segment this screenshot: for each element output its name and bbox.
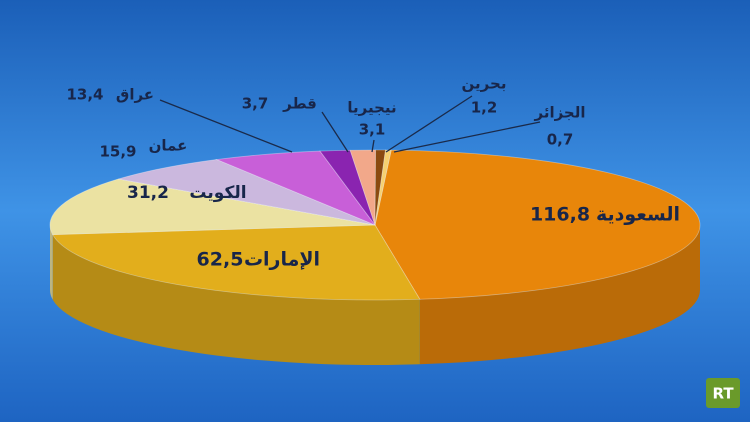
value-label: 13,4 <box>66 86 103 104</box>
slice <box>49 178 376 236</box>
logo: RT <box>712 385 734 403</box>
category-label: عراق <box>116 86 154 104</box>
category-label: الإمارات <box>244 249 320 271</box>
value-label: 3,7 <box>242 95 269 113</box>
value-label: 31,2 <box>127 183 169 203</box>
slice-side <box>419 225 701 365</box>
value-label: 62,5 <box>197 249 244 271</box>
category-label: بحرين <box>462 75 507 93</box>
pie-sides <box>50 225 701 365</box>
slice <box>319 149 376 226</box>
category-label: قطر <box>282 95 317 113</box>
slice <box>118 159 376 226</box>
category-label: عمان <box>149 137 188 155</box>
category-label: نيجيريا <box>347 99 396 117</box>
category-label: الكويت <box>189 183 246 203</box>
value-label: 0,7 <box>547 131 574 149</box>
leader-line <box>321 111 349 153</box>
logo-box <box>706 378 740 408</box>
pie-tops <box>49 149 701 301</box>
slice <box>349 149 377 226</box>
value-label: 15,9 <box>99 143 136 161</box>
slice <box>374 149 386 226</box>
slice-side <box>50 225 53 300</box>
leader-lines <box>159 95 541 153</box>
value-label: 1,2 <box>471 99 498 117</box>
slice-side <box>52 234 420 365</box>
leader-line <box>371 139 375 153</box>
category-label: الجزائر <box>533 104 585 122</box>
leader-line <box>159 99 293 153</box>
category-label: السعودية <box>596 204 680 226</box>
slice <box>52 224 421 301</box>
leader-line <box>385 95 473 153</box>
slice <box>374 149 701 300</box>
value-label: 116,8 <box>530 204 590 226</box>
slice <box>215 150 377 226</box>
leader-line <box>393 121 541 153</box>
value-label: 3,1 <box>359 121 386 139</box>
